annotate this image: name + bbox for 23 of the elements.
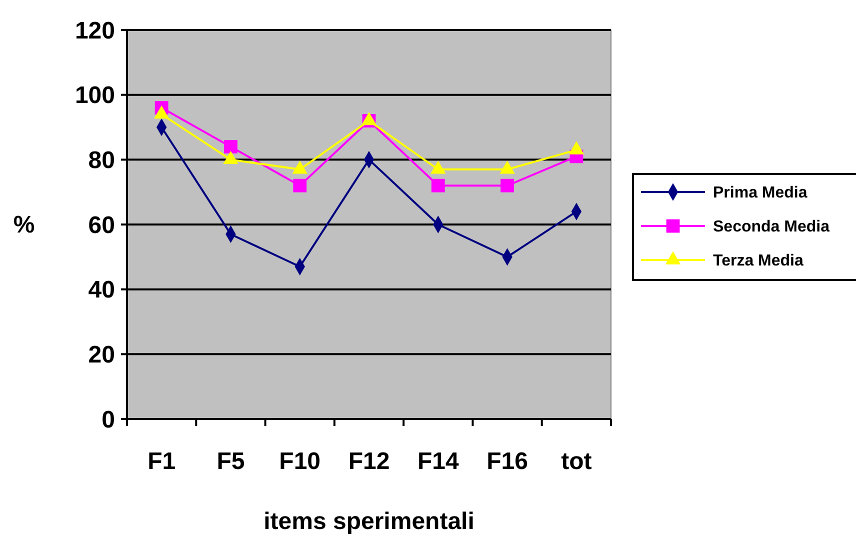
y-tick-label: 40 (88, 276, 115, 304)
y-tick-label: 60 (88, 212, 115, 239)
x-tick-label: F5 (216, 448, 245, 475)
legend-label: Prima Media (713, 184, 808, 202)
y-tick-label: 100 (74, 82, 115, 110)
y-tick-label: 20 (88, 342, 115, 369)
point (224, 140, 238, 154)
x-tick-label: F1 (148, 448, 176, 475)
x-axis-title: items sperimentali (264, 508, 474, 535)
point (431, 178, 445, 192)
y-tick-label: 0 (102, 406, 115, 434)
point (293, 178, 307, 192)
point (500, 178, 514, 192)
x-tick-label: F16 (486, 448, 528, 475)
x-tick-label: tot (561, 448, 592, 475)
x-tick-label: F10 (279, 448, 321, 475)
x-tick-label: F12 (348, 448, 390, 475)
y-tick-label: 80 (88, 147, 115, 174)
y-axis-title: % (13, 211, 35, 238)
y-tick-label: 120 (74, 17, 115, 44)
x-tick-label: F14 (417, 448, 460, 475)
legend-label: Seconda Media (713, 218, 830, 236)
legend-label: Terza Media (713, 252, 804, 270)
